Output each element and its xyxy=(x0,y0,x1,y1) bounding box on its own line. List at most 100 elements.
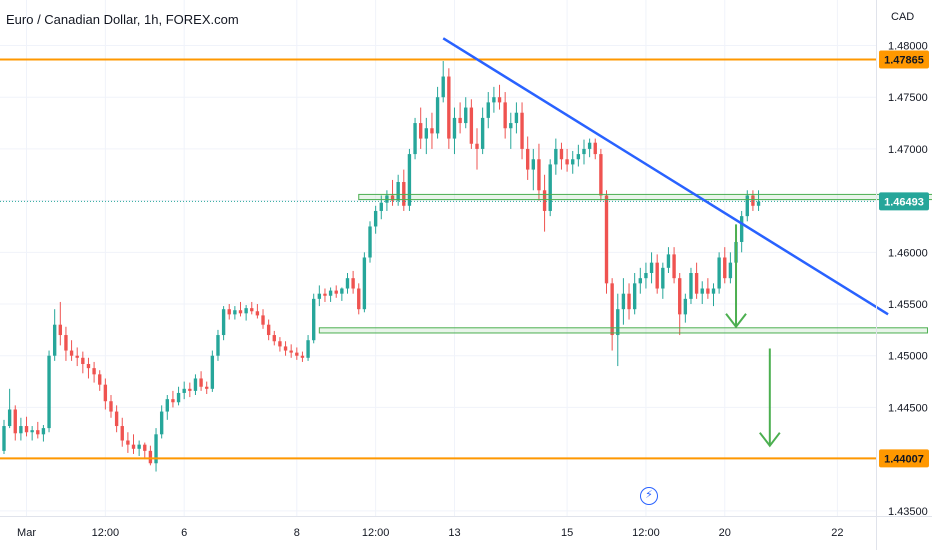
candle-body xyxy=(24,426,29,433)
candle-body xyxy=(227,309,231,315)
chart-title: Euro / Canadian Dollar, 1h, FOREX.com xyxy=(6,12,239,27)
price-label-box xyxy=(879,50,929,69)
price-label-box xyxy=(879,192,929,211)
candle-body xyxy=(706,288,710,294)
candle-body xyxy=(678,278,682,315)
candle-body xyxy=(689,273,693,299)
candle-body xyxy=(537,159,541,191)
candle-body xyxy=(565,159,569,165)
candle-body xyxy=(30,430,34,433)
candle-body xyxy=(137,444,141,449)
candle-body xyxy=(621,293,626,310)
y-tick-label: 1.46000 xyxy=(888,247,928,259)
x-tick-label: 12:00 xyxy=(362,527,390,539)
candle-body xyxy=(283,346,288,351)
candle-body xyxy=(385,195,389,203)
candle-body xyxy=(672,254,676,279)
candle-body xyxy=(694,273,699,294)
candle-body xyxy=(649,262,654,273)
candle-body xyxy=(666,254,671,268)
candle-body xyxy=(751,195,755,206)
candle-body xyxy=(295,352,299,356)
candle-body xyxy=(19,426,23,434)
candle-body xyxy=(289,350,293,353)
x-tick-label: 12:00 xyxy=(632,527,660,539)
candle-body xyxy=(604,195,609,284)
x-tick-label: 12:00 xyxy=(92,527,120,539)
candle-body xyxy=(148,450,153,464)
candle-body xyxy=(475,143,479,149)
y-tick-label: 1.43500 xyxy=(888,506,928,518)
candle-body xyxy=(492,97,496,103)
candle-body xyxy=(69,350,74,356)
candle-body xyxy=(143,444,147,451)
candle-body xyxy=(683,298,688,315)
levels xyxy=(0,58,876,460)
candle-body xyxy=(413,123,417,155)
drawings xyxy=(318,37,932,448)
candle-body xyxy=(525,148,530,170)
candle-body xyxy=(745,195,749,217)
candle-body xyxy=(447,76,451,139)
candle-body xyxy=(514,112,519,124)
candle-body xyxy=(559,148,564,160)
candle-body xyxy=(47,355,51,429)
candle-body xyxy=(407,154,412,206)
candle-body xyxy=(345,278,350,289)
candle-body xyxy=(233,310,237,315)
candle-body xyxy=(58,324,62,336)
candle-body xyxy=(92,368,96,375)
candle-body xyxy=(469,107,474,144)
candle-body xyxy=(368,226,372,258)
candle-body xyxy=(548,164,552,211)
candle-body xyxy=(250,308,254,312)
candle-body xyxy=(2,426,6,451)
candle-body xyxy=(328,290,333,296)
candle-body xyxy=(554,148,558,165)
candle-body xyxy=(323,293,327,296)
candle-body xyxy=(266,324,271,336)
zone-rect xyxy=(358,193,932,201)
candle-body xyxy=(486,102,490,118)
candle-body xyxy=(452,117,457,139)
candle-body xyxy=(193,378,198,391)
x-tick-label: 8 xyxy=(294,527,300,539)
candle-body xyxy=(632,283,637,310)
candle-body xyxy=(756,201,761,206)
candle-body xyxy=(199,378,203,387)
price-label-text: 1.47865 xyxy=(884,54,924,66)
candle-body xyxy=(610,283,614,336)
candle-body xyxy=(188,388,192,391)
candle-body xyxy=(531,159,535,170)
candle-body xyxy=(306,340,310,358)
candle-body xyxy=(205,386,209,389)
candle-body xyxy=(739,216,744,242)
candle-body xyxy=(176,392,181,403)
x-tick-label: 22 xyxy=(831,527,843,539)
candle-body xyxy=(154,434,158,464)
candle-body xyxy=(700,288,704,294)
candle-body xyxy=(571,159,575,165)
x-tick-label: 20 xyxy=(719,527,731,539)
x-tick-label: 15 xyxy=(561,527,573,539)
candle-body xyxy=(638,278,642,284)
candle-body xyxy=(435,97,440,134)
candle-body xyxy=(159,411,164,435)
candle-body xyxy=(255,311,260,316)
price-label-text: 1.44007 xyxy=(884,453,924,465)
candle-body xyxy=(317,293,322,299)
candle-body xyxy=(36,430,40,435)
candle-body xyxy=(542,190,547,211)
candle-body xyxy=(114,411,119,427)
candle-body xyxy=(300,355,305,358)
candle-body xyxy=(390,195,395,201)
candle-body xyxy=(75,355,79,358)
candle-body xyxy=(711,288,716,294)
candle-body xyxy=(441,76,445,98)
grid xyxy=(0,0,876,516)
lightning-bolt-icon[interactable]: ⚡ xyxy=(640,487,658,505)
candle-body xyxy=(458,117,462,124)
candle-body xyxy=(599,154,603,196)
